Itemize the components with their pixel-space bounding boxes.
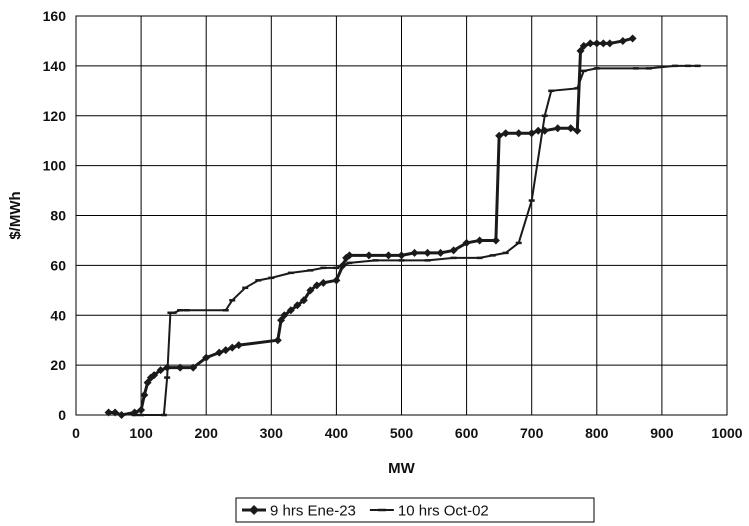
data-point bbox=[423, 248, 432, 257]
y-tick-label: 140 bbox=[43, 58, 67, 74]
series-layer bbox=[104, 34, 701, 419]
data-point bbox=[599, 39, 608, 48]
data-point bbox=[449, 246, 458, 255]
series-line bbox=[108, 36, 633, 417]
x-axis-label: MW bbox=[388, 460, 415, 477]
data-point bbox=[234, 341, 243, 350]
data-point bbox=[202, 353, 211, 362]
data-point bbox=[364, 251, 373, 260]
legend-box bbox=[235, 497, 595, 523]
data-point bbox=[618, 36, 627, 45]
data-point bbox=[573, 126, 582, 135]
y-tick-label: 60 bbox=[50, 257, 66, 273]
data-point bbox=[586, 39, 595, 48]
legend-label: 10 hrs Oct-02 bbox=[398, 503, 489, 520]
data-point bbox=[137, 406, 146, 415]
data-point bbox=[605, 39, 614, 48]
data-point bbox=[111, 408, 120, 417]
legend: 9 hrs Ene-23 10 hrs Oct-02 bbox=[235, 497, 595, 523]
data-point bbox=[491, 236, 500, 245]
data-point bbox=[566, 124, 575, 133]
data-point bbox=[553, 124, 562, 133]
y-tick-label: 20 bbox=[50, 357, 66, 373]
tick-labels: 0 100 200 300 400 500 600 700 800 900 1000 0 20 40 60 8… bbox=[43, 8, 743, 441]
data-point bbox=[273, 336, 282, 345]
data-point bbox=[189, 363, 198, 372]
data-point bbox=[628, 34, 637, 43]
data-point bbox=[410, 248, 419, 257]
data-point bbox=[397, 251, 406, 260]
data-point bbox=[312, 281, 321, 290]
y-tick-label: 80 bbox=[50, 208, 66, 224]
data-point bbox=[345, 251, 354, 260]
series-1 bbox=[131, 64, 701, 417]
data-point bbox=[462, 238, 471, 247]
data-point bbox=[140, 391, 149, 400]
series-0 bbox=[104, 34, 637, 419]
data-point bbox=[143, 378, 152, 387]
legend-label: 9 hrs Ene-23 bbox=[270, 503, 356, 520]
data-point bbox=[332, 276, 341, 285]
data-point bbox=[299, 296, 308, 305]
gridlines bbox=[75, 15, 728, 416]
data-point bbox=[150, 371, 159, 380]
x-tick-label: 300 bbox=[260, 425, 284, 441]
y-tick-label: 40 bbox=[50, 307, 66, 323]
data-point bbox=[277, 316, 286, 325]
y-tick-label: 0 bbox=[58, 407, 66, 423]
data-point bbox=[286, 306, 295, 315]
data-point bbox=[592, 39, 601, 48]
x-tick-label: 1000 bbox=[711, 425, 742, 441]
x-tick-label: 0 bbox=[72, 425, 80, 441]
x-tick-label: 800 bbox=[585, 425, 609, 441]
data-point bbox=[436, 248, 445, 257]
data-point bbox=[306, 286, 315, 295]
data-point bbox=[319, 278, 328, 287]
data-point bbox=[215, 348, 224, 357]
data-point bbox=[104, 408, 113, 417]
data-point bbox=[576, 46, 585, 55]
y-tick-label: 160 bbox=[43, 8, 67, 24]
legend-marker bbox=[249, 505, 259, 515]
data-point bbox=[501, 129, 510, 138]
data-point bbox=[527, 129, 536, 138]
x-tick-label: 600 bbox=[455, 425, 479, 441]
x-tick-label: 900 bbox=[650, 425, 674, 441]
data-point bbox=[176, 363, 185, 372]
x-tick-label: 700 bbox=[520, 425, 544, 441]
data-point bbox=[495, 131, 504, 140]
data-point bbox=[221, 346, 230, 355]
data-point bbox=[475, 236, 484, 245]
data-point bbox=[534, 126, 543, 135]
x-tick-label: 100 bbox=[129, 425, 153, 441]
y-tick-label: 120 bbox=[43, 108, 67, 124]
x-tick-label: 200 bbox=[195, 425, 219, 441]
data-point bbox=[117, 411, 126, 419]
data-point bbox=[156, 366, 165, 375]
y-axis-label: $/MWh bbox=[7, 191, 24, 239]
data-point bbox=[384, 251, 393, 260]
y-tick-label: 100 bbox=[43, 158, 67, 174]
data-point bbox=[579, 41, 588, 50]
x-tick-label: 400 bbox=[325, 425, 349, 441]
data-point bbox=[228, 343, 237, 352]
data-point bbox=[280, 311, 289, 320]
x-tick-label: 500 bbox=[390, 425, 414, 441]
data-point bbox=[293, 301, 302, 310]
data-point bbox=[514, 129, 523, 138]
